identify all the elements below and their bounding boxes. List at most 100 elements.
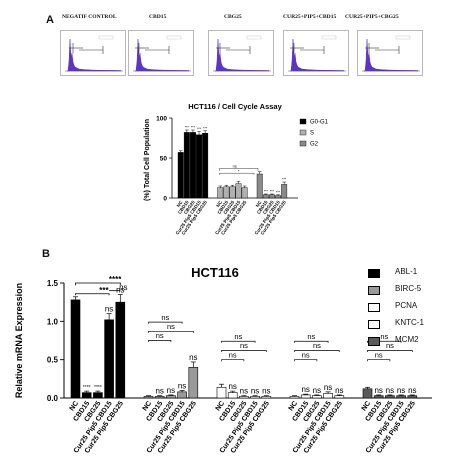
significance-label: ns [408, 386, 416, 395]
significance-bracket [219, 168, 259, 171]
x-tick-label: NC [69, 400, 81, 412]
legend-label: ABL-1 [395, 267, 418, 276]
bar [223, 186, 230, 199]
bracket-label: ns [302, 350, 310, 359]
mrna-expression-chart: HCT116 Relative mRNA Expression 0.0 0.5 1.0 1… [14, 265, 432, 455]
significance-label: *** [270, 190, 275, 194]
legend-swatch [299, 129, 307, 136]
bar [312, 395, 322, 399]
chart-title: HCT116 / Cell Cycle Assay [188, 102, 282, 111]
bar [261, 396, 272, 399]
bracket-label: ns [375, 350, 383, 359]
bar [177, 152, 184, 199]
significance-label: *** [203, 126, 208, 130]
bar [196, 134, 202, 199]
significance-bracket [221, 350, 267, 352]
legend-label: G0-G1 [310, 120, 329, 126]
bar [396, 395, 406, 399]
significance-label: ns [178, 381, 186, 390]
significance-bracket [294, 359, 318, 362]
bar [190, 132, 196, 199]
bar [262, 194, 269, 199]
bracket-label: ns [240, 341, 248, 350]
gate-tag [98, 35, 114, 40]
bar [177, 391, 187, 399]
bar [373, 395, 384, 399]
significance-bracket [75, 282, 121, 286]
x-tick-label: NC [255, 199, 263, 208]
histogram-label: CBG25 [224, 14, 242, 20]
significance-label: ns [374, 386, 382, 395]
bracket-label: **** [109, 275, 122, 284]
bar [323, 393, 333, 399]
significance-bracket [148, 330, 194, 333]
y-tick-label: 1.5 [47, 279, 59, 288]
y-tick-label: 1.0 [47, 317, 59, 326]
x-tick-label: NC [142, 400, 154, 412]
bracket-label: ns [156, 331, 164, 340]
significance-label: *** [282, 178, 287, 182]
bar [183, 132, 190, 199]
flow-histogram [283, 30, 349, 76]
bracket-label: ns [233, 164, 237, 169]
significance-label: **** [83, 385, 91, 391]
significance-bracket [367, 350, 413, 352]
flow-histogram [128, 30, 194, 76]
significance-label: ns [251, 387, 259, 396]
histogram-peak [290, 38, 345, 72]
legend-label: PCNA [395, 301, 418, 310]
significance-label: *** [191, 126, 196, 130]
y-tick-label: 100 [156, 116, 167, 123]
x-tick-label: NC [215, 199, 223, 208]
bracket-label: ns [161, 313, 169, 322]
significance-label: ns [324, 383, 332, 392]
histogram-label: CUR25+PIP5+CBG25 [345, 14, 399, 20]
bracket-label: * [238, 168, 240, 173]
y-tick-label: 50 [160, 156, 168, 163]
bar [93, 392, 103, 399]
legend-label: G2 [310, 142, 319, 148]
bar [334, 395, 345, 399]
histogram-peak [67, 38, 122, 72]
x-tick-label: NC [215, 400, 227, 412]
legend-swatch [368, 269, 380, 278]
histogram-peak [135, 38, 190, 72]
significance-bracket [219, 173, 255, 175]
y-tick-label: 0 [163, 196, 167, 203]
panel-b-letter: B [42, 248, 50, 260]
significance-bracket [294, 340, 329, 343]
significance-label: ns [262, 387, 270, 396]
legend-label: BIRC-5 [395, 284, 422, 293]
bracket-label: *** [99, 286, 109, 295]
legend-label: KNTC-1 [395, 318, 424, 327]
bar [235, 183, 242, 199]
histogram-label: CBD15 [149, 14, 167, 20]
significance-bracket [294, 350, 340, 352]
significance-label: ns [228, 382, 236, 391]
significance-label: ns [397, 386, 405, 395]
significance-bracket [75, 293, 110, 296]
significance-label: ns [240, 387, 248, 396]
chart-title: HCT116 [191, 265, 239, 280]
significance-label: *** [197, 127, 202, 131]
histogram-peak [215, 38, 270, 72]
bar [216, 386, 227, 399]
legend-label: S [310, 131, 314, 137]
bar [250, 396, 260, 399]
legend-swatch [299, 118, 307, 125]
legend-label: MCM2 [395, 335, 419, 344]
flow-histogram [208, 30, 274, 76]
bracket-label: ns [229, 350, 237, 359]
bar [268, 194, 275, 199]
significance-bracket [367, 340, 402, 343]
y-tick-label: 0.5 [47, 356, 59, 365]
bar [256, 173, 263, 199]
bar [217, 187, 224, 199]
histogram-label: CUR25+PIP5+CBD15 [283, 14, 337, 20]
bar [362, 388, 373, 399]
bracket-label: ns [167, 322, 175, 331]
bar [104, 319, 114, 399]
legend-swatch [368, 303, 380, 312]
bracket-label: ns [307, 332, 315, 341]
significance-label: *** [276, 190, 281, 194]
